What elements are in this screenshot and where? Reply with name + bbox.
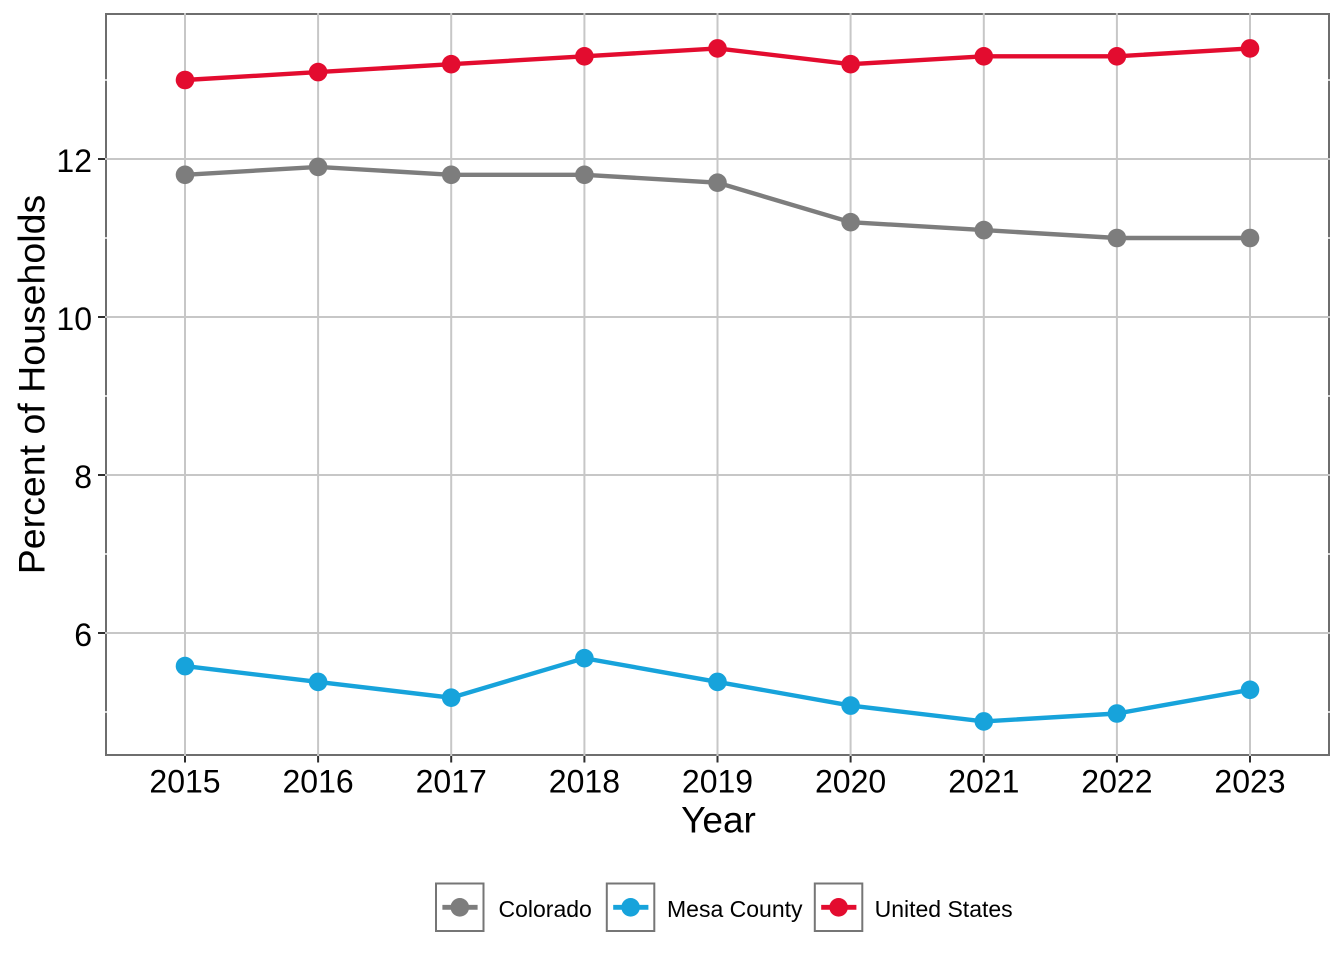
svg-text:8: 8 [74,459,92,495]
svg-text:Percent of Households: Percent of Households [11,195,53,574]
svg-text:2015: 2015 [149,764,220,800]
svg-text:Mesa County: Mesa County [667,896,803,922]
svg-text:12: 12 [56,143,92,179]
svg-text:United States: United States [875,896,1013,922]
svg-text:2022: 2022 [1081,764,1152,800]
svg-text:10: 10 [56,301,92,337]
svg-text:2023: 2023 [1214,764,1285,800]
svg-text:2019: 2019 [682,764,753,800]
svg-text:2021: 2021 [948,764,1019,800]
svg-text:2018: 2018 [549,764,620,800]
svg-text:6: 6 [74,617,92,653]
svg-text:Year: Year [681,800,756,841]
svg-text:Colorado: Colorado [499,896,592,922]
svg-text:2017: 2017 [416,764,487,800]
svg-text:2020: 2020 [815,764,886,800]
svg-text:2016: 2016 [283,764,354,800]
